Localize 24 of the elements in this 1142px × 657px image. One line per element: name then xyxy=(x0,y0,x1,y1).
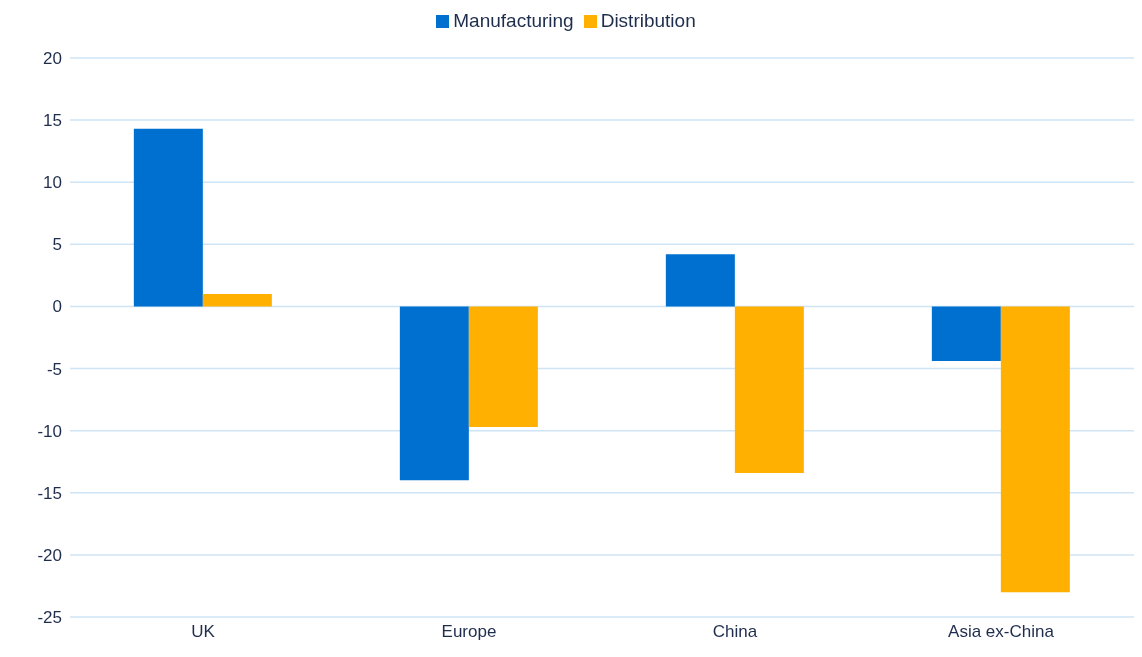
y-tick-label: 5 xyxy=(52,235,62,255)
y-tick-label: 20 xyxy=(43,49,62,69)
x-tick-label: UK xyxy=(191,622,216,642)
bar xyxy=(665,254,735,307)
bar xyxy=(931,306,1001,362)
x-tick-label: Europe xyxy=(441,622,497,642)
y-tick-label: 10 xyxy=(43,173,62,193)
legend-label: Manufacturing xyxy=(453,10,574,31)
bar xyxy=(1000,306,1070,593)
y-tick-label: -10 xyxy=(37,421,62,441)
y-tick-label: 15 xyxy=(43,111,62,131)
y-tick-label: -25 xyxy=(37,608,62,628)
y-tick-label: -15 xyxy=(37,483,62,503)
y-tick-label: -5 xyxy=(46,359,62,379)
y-tick-label: -20 xyxy=(37,545,62,565)
x-tick-label: China xyxy=(712,622,758,642)
y-tick-label: 0 xyxy=(52,297,62,317)
x-tick-label: Asia ex-China xyxy=(948,622,1055,642)
bar xyxy=(133,128,203,307)
bar xyxy=(202,294,272,307)
bar xyxy=(734,306,804,473)
legend-label: Distribution xyxy=(600,10,696,31)
bar xyxy=(399,306,469,481)
bar xyxy=(468,306,538,427)
